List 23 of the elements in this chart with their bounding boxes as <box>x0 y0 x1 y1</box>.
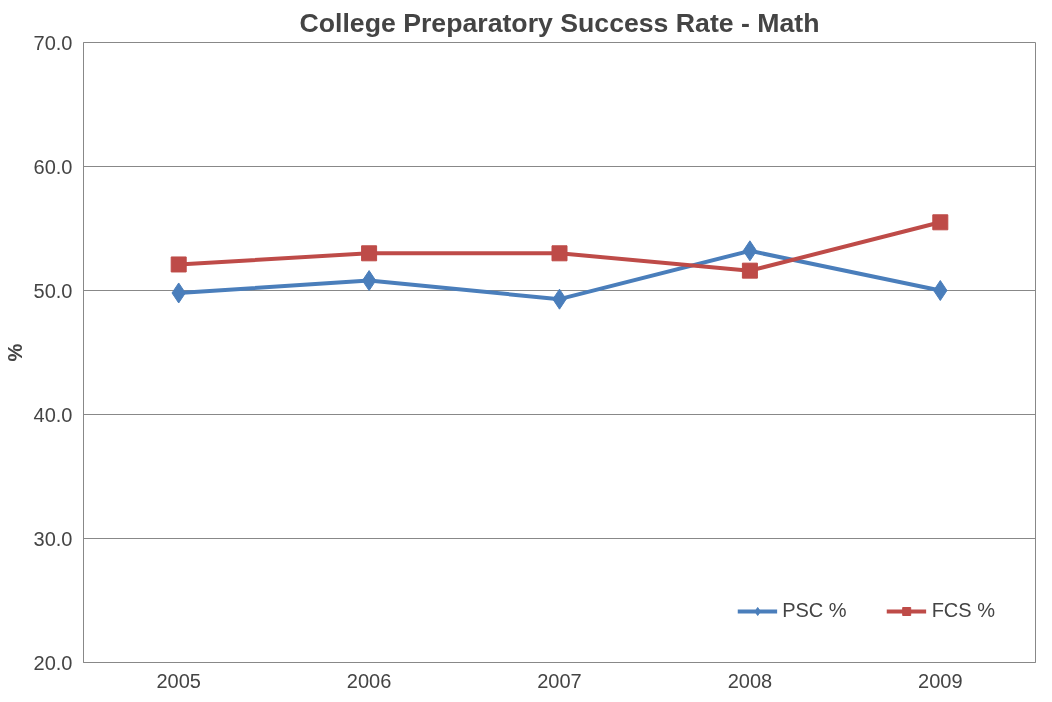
x-tick-label: 2005 <box>156 669 201 692</box>
legend-label: FCS % <box>931 599 995 622</box>
y-tick-label: 70.0 <box>33 31 73 54</box>
x-tick-label: 2009 <box>918 669 963 692</box>
x-tick-label: 2007 <box>537 669 582 692</box>
point <box>932 214 949 231</box>
y-tick-label: 50.0 <box>33 279 73 302</box>
chart-title: College Preparatory Success Rate - Math <box>299 7 820 38</box>
x-tick-label: 2006 <box>346 669 392 692</box>
y-axis-title: % <box>3 343 26 362</box>
point <box>933 280 948 301</box>
point <box>361 245 378 262</box>
point <box>170 256 187 273</box>
y-tick-label: 40.0 <box>33 403 73 426</box>
point <box>361 270 377 292</box>
legend-label: PSC % <box>782 599 847 622</box>
y-tick-label: 30.0 <box>33 527 73 550</box>
y-tick-label: 60.0 <box>33 155 73 178</box>
y-tick-label: 20.0 <box>33 651 73 674</box>
point <box>741 262 758 279</box>
point <box>551 245 568 262</box>
x-tick-label: 2008 <box>727 669 773 692</box>
point <box>742 240 758 262</box>
